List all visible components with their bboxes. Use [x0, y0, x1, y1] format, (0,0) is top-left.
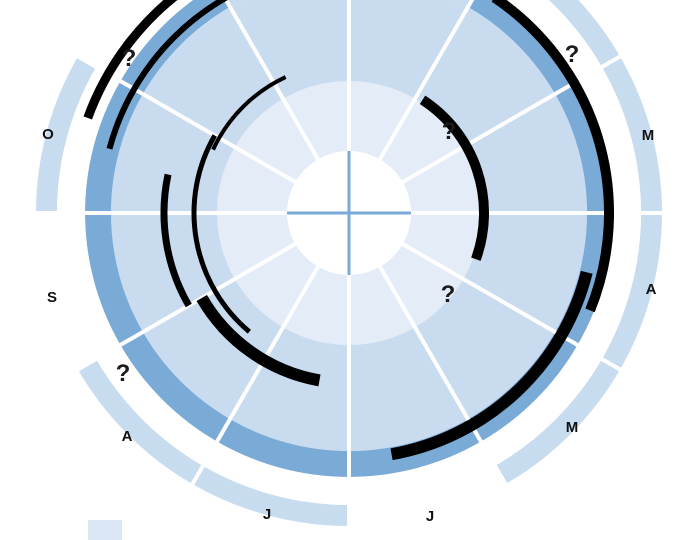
month-label-april: A	[646, 281, 657, 298]
sector-divider	[223, 0, 320, 161]
sector-divider	[73, 242, 297, 374]
sector-divider	[401, 242, 625, 374]
legend-swatch	[88, 520, 122, 540]
band-sector	[85, 213, 143, 345]
labels: O S A J J M A M ? ? ? ? ?	[42, 41, 656, 525]
activity-bar	[196, 294, 321, 387]
question-mark-inner-lower: ?	[441, 281, 456, 308]
sector-divider	[378, 265, 510, 489]
month-label-march: M	[642, 127, 655, 144]
activity-bar	[419, 95, 489, 261]
month-label-june: J	[426, 508, 434, 525]
activity-bars	[83, 0, 614, 461]
outer-sector	[601, 56, 662, 213]
outer-sector	[36, 56, 97, 213]
band-sector	[468, 0, 578, 94]
sector-divider	[378, 0, 475, 161]
activity-bar	[106, 0, 229, 150]
activity-bar	[160, 173, 192, 308]
gap-ring	[56, 0, 641, 505]
activity-bar	[191, 134, 251, 334]
month-label-october: O	[42, 126, 54, 143]
month-label-september: S	[47, 289, 57, 306]
activity-bar	[83, 0, 178, 120]
outer-sector	[495, 359, 621, 485]
outer-sector	[548, 0, 621, 67]
month-label-may: M	[566, 419, 579, 436]
sector-divider	[401, 52, 625, 184]
outer-sector	[601, 213, 662, 370]
band-sector	[555, 81, 613, 213]
sector-divider	[188, 265, 320, 489]
band-sector	[85, 81, 143, 213]
outer-sector	[349, 465, 506, 526]
question-mark-lower-left: ?	[116, 360, 131, 387]
outer-sector	[36, 213, 97, 370]
outer-sector	[192, 465, 349, 526]
activity-bar	[390, 270, 593, 461]
activity-bar	[491, 0, 614, 313]
month-label-august: A	[122, 428, 133, 445]
sector-dividers	[32, 0, 666, 530]
question-mark-top-right: ?	[565, 41, 580, 68]
outer-sector	[77, 359, 203, 485]
band-sector	[120, 332, 230, 442]
outer-sector	[77, 0, 150, 67]
band-sector	[217, 419, 349, 477]
question-mark-top-left: ?	[122, 45, 137, 72]
question-mark-inner-upper: ?	[442, 118, 457, 145]
month-label-july: J	[263, 506, 271, 523]
activity-bar	[211, 75, 287, 151]
